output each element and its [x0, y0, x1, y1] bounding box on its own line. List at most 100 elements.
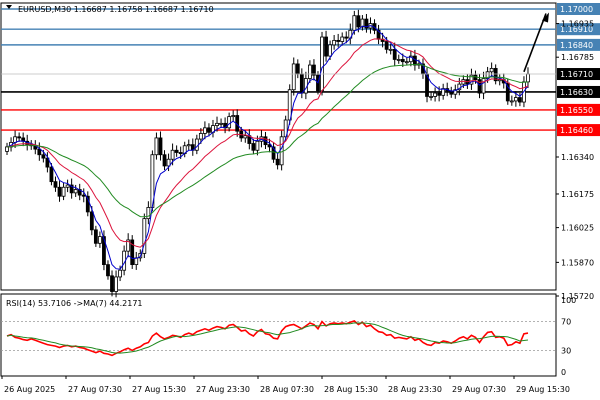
candle-44 — [182, 141, 187, 158]
price-pane-frame — [0, 2, 557, 291]
candle-body-26 — [110, 275, 114, 292]
ma-slow-line — [6, 64, 529, 218]
forecast-arrow-head — [541, 12, 549, 23]
candle-body-89 — [364, 18, 369, 29]
price-tick-label-4: 1.16025 — [561, 224, 594, 233]
candle-body-25 — [106, 264, 110, 277]
candle-body-17 — [73, 189, 78, 194]
candle-13 — [57, 181, 62, 202]
candle-body-106 — [433, 92, 437, 97]
price-tick-label-0: 1.16935 — [561, 20, 594, 29]
candle-body-87 — [356, 15, 361, 28]
candle-body-67 — [275, 158, 280, 166]
candle-body-31 — [130, 239, 135, 266]
price-tick-label-2: 1.16340 — [561, 153, 594, 162]
current-price-label: 1.16710 — [560, 70, 593, 79]
level-label-2: 1.16840 — [560, 41, 593, 50]
candle-body-78 — [320, 36, 324, 92]
candle-body-129 — [526, 73, 530, 83]
candle-19 — [81, 188, 86, 203]
candle-body-105 — [429, 96, 433, 98]
candle-body-35 — [146, 207, 151, 220]
level-label-5: 1.16460 — [560, 126, 593, 135]
candle-body-14 — [61, 186, 66, 197]
chart-header: EURUSD,M30 1.16687 1.16758 1.16687 1.167… — [18, 5, 214, 14]
candle-body-121 — [493, 68, 498, 82]
axes: 1.17000 1.16910 1.16840 1.16630 1.16550 1.164… — [1, 3, 600, 394]
candle-body-19 — [81, 194, 86, 197]
time-label-7: 29 Aug 07:30 — [452, 385, 506, 394]
candle-81 — [332, 35, 337, 50]
candle-23 — [98, 231, 102, 248]
candle-body-82 — [336, 39, 341, 42]
candle-0 — [5, 142, 9, 156]
candle-99 — [404, 57, 409, 66]
candle-body-20 — [85, 195, 90, 213]
candle-48 — [198, 128, 203, 144]
candle-38 — [158, 131, 163, 161]
candle-body-95 — [388, 48, 393, 51]
candle-body-127 — [518, 97, 522, 103]
candle-7 — [33, 140, 38, 155]
candle-body-61 — [251, 143, 256, 151]
candle-61 — [251, 138, 256, 155]
candle-54 — [223, 117, 227, 134]
candle-body-126 — [513, 97, 518, 102]
candle-body-73 — [299, 73, 304, 94]
candle-body-38 — [158, 137, 163, 156]
candle-body-50 — [207, 127, 211, 133]
candle-body-39 — [162, 154, 167, 167]
candle-66 — [271, 142, 276, 163]
candle-50 — [207, 123, 211, 137]
candle-15 — [65, 179, 70, 193]
candle-67 — [275, 154, 280, 170]
candle-30 — [126, 233, 131, 258]
candle-35 — [146, 201, 151, 225]
level-label-1: 1.16910 — [560, 25, 593, 34]
candle-body-48 — [198, 133, 203, 140]
time-label-4: 28 Aug 07:30 — [260, 385, 314, 394]
candle-body-32 — [134, 257, 139, 266]
candle-18 — [77, 183, 82, 201]
candle-body-56 — [231, 115, 236, 118]
rsi-ma-line — [6, 322, 529, 354]
candle-body-115 — [469, 74, 474, 85]
candle-body-2 — [13, 136, 17, 143]
candle-39 — [162, 150, 167, 171]
candle-59 — [243, 130, 248, 143]
candle-body-10 — [45, 157, 50, 168]
level-badge-3 — [557, 85, 600, 98]
candle-body-12 — [53, 181, 58, 188]
candle-51 — [211, 119, 215, 138]
level-badge-5 — [557, 124, 600, 137]
candle-body-107 — [437, 92, 442, 96]
candle-10 — [45, 152, 50, 173]
rsi-pane — [0, 293, 557, 377]
candle-125 — [509, 95, 514, 106]
candle-body-117 — [477, 79, 482, 94]
rsi-title: RSI(14) 53.7106 ->MA(7) 44.2171 — [6, 299, 143, 308]
candle-body-9 — [41, 154, 46, 159]
candle-body-83 — [340, 36, 345, 42]
rsi-tick-label-3: 0 — [561, 368, 566, 377]
candle-body-3 — [17, 136, 22, 139]
candle-body-86 — [352, 15, 357, 31]
candle-body-119 — [485, 71, 490, 79]
candle-body-23 — [98, 236, 102, 244]
level-label-3: 1.16630 — [560, 88, 593, 97]
candle-27 — [114, 270, 118, 298]
candle-body-68 — [279, 136, 284, 166]
candle-105 — [429, 91, 433, 101]
rsi-pane-frame — [0, 293, 557, 377]
candle-14 — [61, 182, 66, 201]
candle-body-100 — [408, 55, 413, 63]
candle-97 — [396, 54, 401, 64]
candle-62 — [255, 135, 260, 156]
candle-76 — [312, 59, 316, 81]
candle-body-13 — [57, 186, 62, 197]
forecast-arrow-line — [523, 13, 547, 73]
current-price-badge — [557, 68, 600, 81]
candle-body-52 — [215, 122, 219, 126]
rsi-tick-label-0: 100 — [561, 296, 576, 305]
